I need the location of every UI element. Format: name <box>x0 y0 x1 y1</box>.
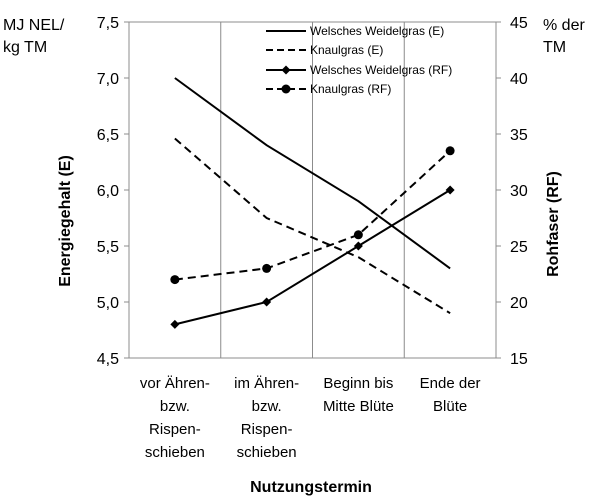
x-axis-category-label-line: Rispen- <box>241 421 293 438</box>
x-axis-category-label-line: Mitte Blüte <box>323 398 394 415</box>
right-axis-tick-label: 35 <box>510 127 528 144</box>
legend-entry-label: Knaulgras (RF) <box>310 82 391 96</box>
x-axis-category-label-line: schieben <box>145 444 205 461</box>
right-axis-tick-label: 45 <box>510 15 528 32</box>
left-axis-tick-label: 5,5 <box>97 239 119 256</box>
legend: Welsches Weidelgras (E) Knaulgras (E) Wels… <box>266 24 452 96</box>
data-point-circle <box>353 230 363 240</box>
data-point-circle <box>262 263 272 273</box>
tick-labels: 4,5 5,0 5,5 6,0 6,5 7,0 7,5 15 20 25 30 35 40 45 vor Ä… <box>97 15 528 461</box>
x-axis-category-label-line: schieben <box>237 444 297 461</box>
axes <box>124 21 501 359</box>
data-point-circle <box>170 275 180 285</box>
x-axis-category-label: im Ähren-bzw. Rispen-schieben <box>234 375 299 461</box>
left-axis-unit-line-2: kg TM <box>3 39 47 56</box>
series-line-1 <box>174 77 451 270</box>
data-point-diamond <box>353 241 363 251</box>
x-axis-category-label-line: vor Ähren- <box>140 375 210 392</box>
x-axis-category-label-line: Ende der <box>420 375 481 392</box>
grid <box>220 22 405 358</box>
x-axis-title: Nutzungstermin <box>250 479 372 496</box>
data-point-diamond <box>445 185 455 195</box>
right-axis-tick-label: 20 <box>510 295 528 312</box>
data-point-circle <box>281 84 291 94</box>
right-axis-unit-line-1: % der <box>543 17 585 34</box>
x-axis-category-label-line: Beginn bis <box>323 375 393 392</box>
data-point-circle <box>445 146 455 156</box>
legend-entry-label: Welsches Weidelgras (E) <box>310 24 444 38</box>
data-point-diamond <box>281 65 291 75</box>
axis-titles: MJ NEL/ kg TM % der TM Energiegehalt (E)… <box>3 17 585 496</box>
left-axis-tick-label: 7,5 <box>97 15 119 32</box>
data-point-diamond <box>262 297 272 307</box>
x-axis-category-label-line: Blüte <box>433 398 467 415</box>
x-axis-category-label-line: bzw. <box>160 398 190 415</box>
series-line-4 <box>174 150 451 281</box>
left-axis-tick-label: 7,0 <box>97 71 119 88</box>
x-axis-category-label: vor Ähren-bzw. Rispen-schieben <box>140 375 210 461</box>
series <box>170 77 455 329</box>
data-point-diamond <box>170 319 180 329</box>
series-line-3 <box>174 189 451 326</box>
left-axis-tick-label: 5,0 <box>97 295 119 312</box>
legend-entry-label: Welsches Weidelgras (RF) <box>310 63 452 77</box>
right-axis-title: Rohfaser (RF) <box>545 171 562 277</box>
left-axis-tick-label: 6,0 <box>97 183 119 200</box>
series-line-2 <box>174 137 451 315</box>
left-axis-unit-line-1: MJ NEL/ <box>3 17 65 34</box>
x-axis-category-label-line: Rispen- <box>149 421 201 438</box>
left-axis-tick-label: 4,5 <box>97 351 119 368</box>
x-axis-category-label: Beginn bis Mitte Blüte <box>323 375 394 415</box>
x-axis-category-label: Ende der Blüte <box>420 375 481 415</box>
left-axis-tick-label: 6,5 <box>97 127 119 144</box>
x-axis-category-label-line: im Ähren- <box>234 375 299 392</box>
right-axis-tick-label: 15 <box>510 351 528 368</box>
right-axis-tick-label: 40 <box>510 71 528 88</box>
right-axis-unit-line-2: TM <box>543 39 566 56</box>
x-axis-category-label-line: bzw. <box>252 398 282 415</box>
right-axis-tick-label: 30 <box>510 183 528 200</box>
legend-entry-label: Knaulgras (E) <box>310 43 383 57</box>
left-axis-title: Energiegehalt (E) <box>57 155 74 287</box>
right-axis-tick-label: 25 <box>510 239 528 256</box>
